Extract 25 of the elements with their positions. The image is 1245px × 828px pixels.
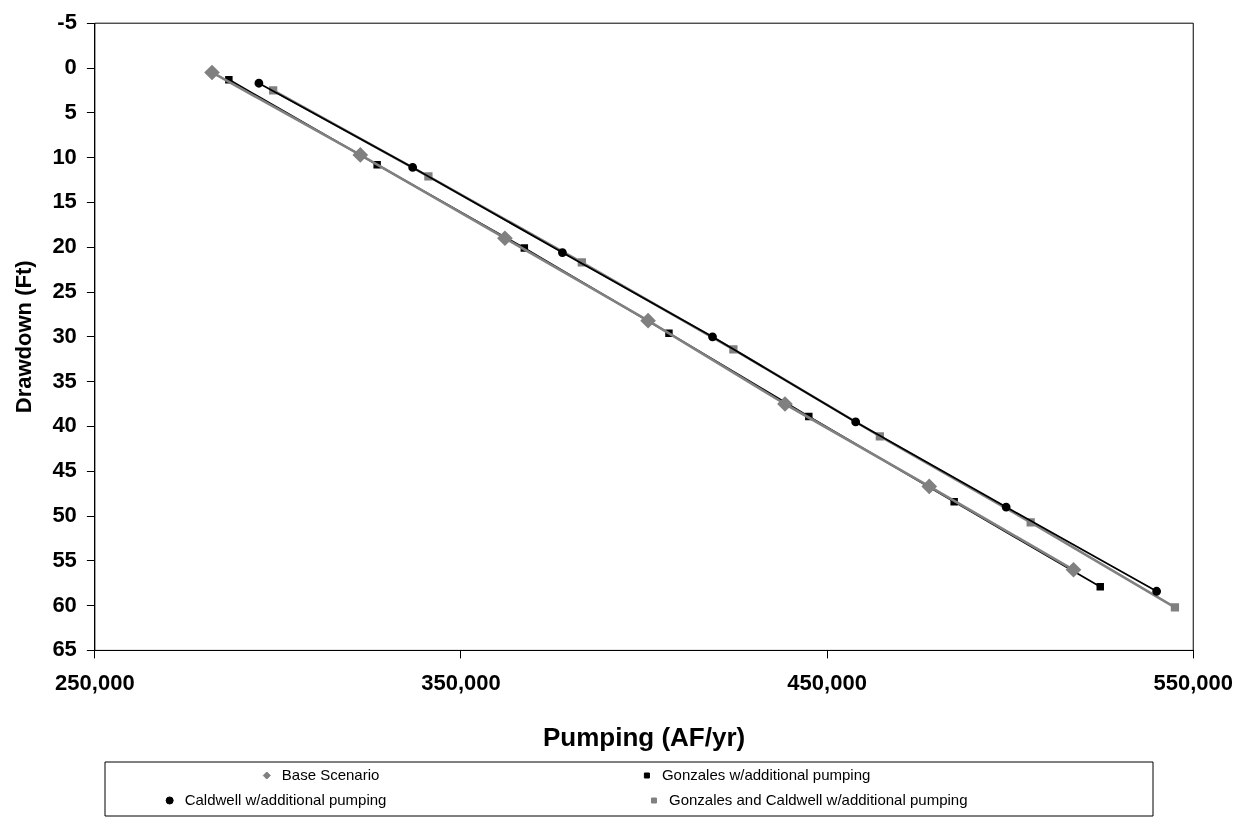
y-tick-label: 60 [52,591,77,617]
y-tick-label: 55 [52,546,77,572]
y-tick-label: 30 [52,322,77,348]
y-tick-label: 35 [52,367,77,393]
legend-label: Gonzales and Caldwell w/additional pumping [668,790,1051,808]
y-tick-label: 10 [52,143,77,169]
y-tick-label: 45 [52,457,77,483]
legend-label: Gonzales w/additional pumping [661,765,954,783]
y-tick-label: 40 [52,412,77,438]
y-tick-label: 15 [52,188,77,214]
y-tick-label: 25 [52,278,77,304]
x-tick-label: 450,000 [787,669,867,695]
y-tick-label: -5 [57,9,77,35]
y-tick-label: 5 [64,98,77,124]
x-axis-title: Pumping (AF/yr) [542,721,746,752]
legend-label: Base Scenario [281,765,630,783]
y-tick-label: 50 [52,502,77,528]
x-tick-label: 550,000 [1153,669,1233,695]
y-tick-label: 65 [52,636,77,662]
x-tick-label: 250,000 [55,669,135,695]
y-tick-label: 0 [64,54,77,80]
y-tick-label: 20 [52,233,77,259]
y-axis-title: Drawdown (Ft) [11,260,37,414]
legend-label: Caldwell w/additional pumping [184,790,637,808]
x-tick-label: 350,000 [421,669,501,695]
